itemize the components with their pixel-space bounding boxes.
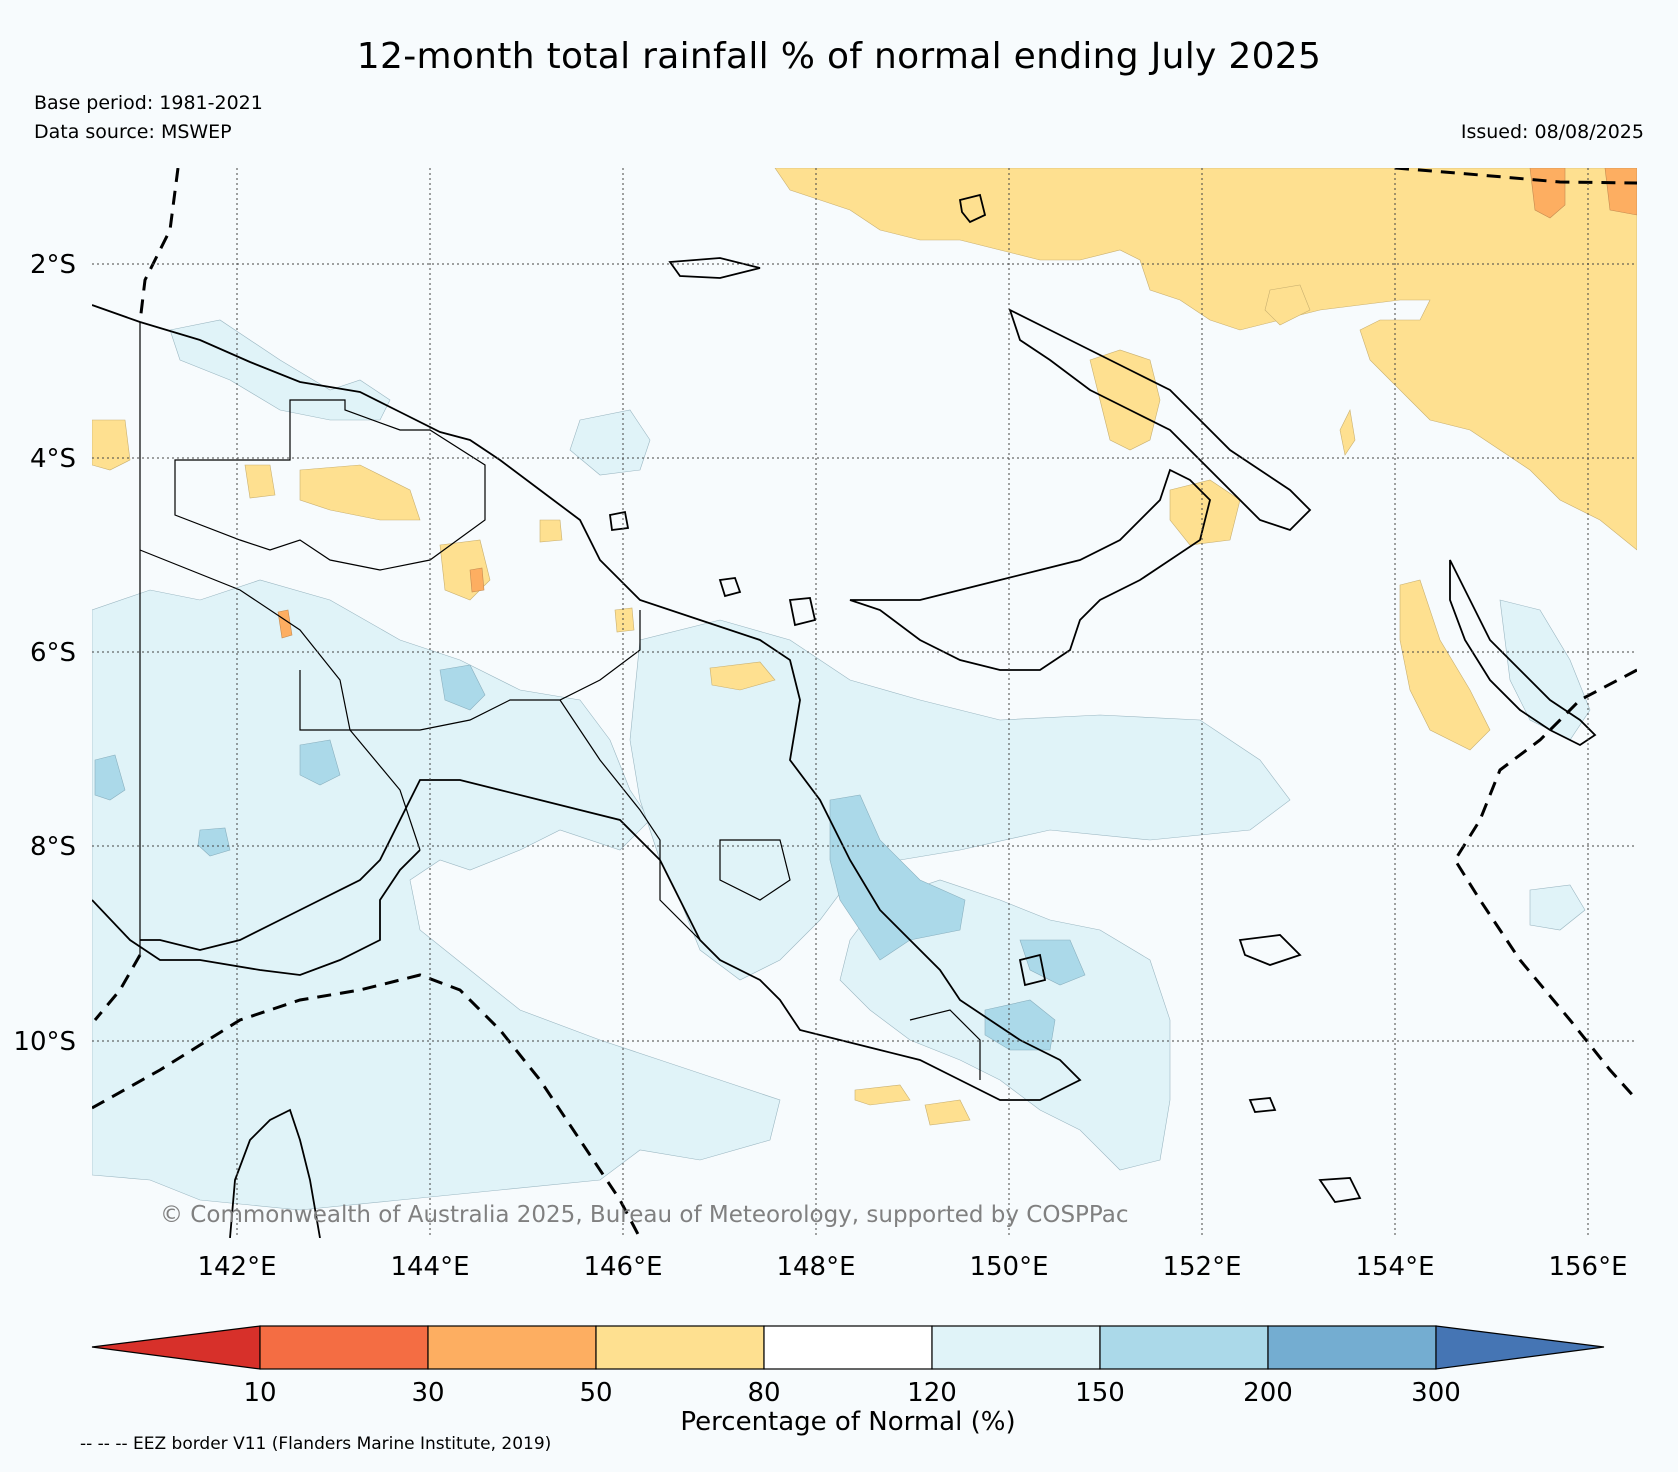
well-above-normal-patch-4 xyxy=(94,754,126,801)
island-5 xyxy=(718,577,742,598)
lat-label: 4°S xyxy=(30,444,76,474)
well-below-normal-spot-4 xyxy=(469,567,485,593)
colorbar-tick: 50 xyxy=(579,1378,612,1408)
eez-northeast xyxy=(1394,168,1637,185)
eez-borders xyxy=(92,168,1637,1238)
new-ireland-coast xyxy=(1008,308,1312,532)
lat-label: 8°S xyxy=(30,832,76,862)
well-above-normal-patch-6 xyxy=(439,664,486,711)
gridlines xyxy=(92,168,1637,1238)
above-normal-region-north xyxy=(169,319,391,421)
colorbar-extend-low xyxy=(91,1325,261,1370)
province-border-3 xyxy=(299,610,641,731)
below-normal-region-northeast xyxy=(774,168,1637,551)
colorbar-tick: 300 xyxy=(1411,1378,1461,1408)
above-normal-region-southwest xyxy=(92,579,781,1211)
data-source-label: Data source: MSWEP xyxy=(34,121,232,143)
map-title: 12-month total rainfall % of normal endi… xyxy=(356,36,1322,77)
eez-west-north xyxy=(138,168,180,323)
below-normal-region-mid-2 xyxy=(1339,409,1356,456)
eez-west-south xyxy=(93,954,142,1021)
colorbar-title: Percentage of Normal (%) xyxy=(680,1407,1015,1437)
island-1 xyxy=(958,193,987,224)
coastlines xyxy=(92,193,1597,1238)
admin-borders xyxy=(139,322,981,1080)
well-above-normal-patch-2 xyxy=(984,999,1056,1051)
island-4 xyxy=(1318,1177,1362,1203)
below-normal-region-mid-4 xyxy=(539,519,563,543)
below-normal-region-mid-5 xyxy=(614,607,635,633)
colorbar-segment xyxy=(427,1325,597,1370)
below-normal-region-south-2 xyxy=(924,1099,971,1126)
new-britain-coast xyxy=(849,468,1211,671)
eez-east xyxy=(1453,668,1637,1102)
island-7 xyxy=(788,597,817,627)
eez-border-note: -- -- -- EEZ border V11 (Flanders Marine… xyxy=(80,1434,552,1454)
lat-label: 10°S xyxy=(13,1027,76,1057)
colorbar-segment xyxy=(763,1325,933,1370)
below-normal-region-mid-3 xyxy=(244,464,276,499)
province-border-1 xyxy=(139,549,421,851)
lon-label: 156°E xyxy=(1548,1252,1627,1282)
lat-label: 2°S xyxy=(30,250,76,280)
colorbar-segment xyxy=(931,1325,1101,1370)
well-above-normal-patch-3 xyxy=(1019,939,1086,986)
colorbar: 10 30 50 80 120 150 200 300 Percentage o… xyxy=(91,1325,1605,1437)
province-border-5 xyxy=(719,839,791,901)
lat-label: 6°S xyxy=(30,638,76,668)
colorbar-extend-high xyxy=(1435,1325,1605,1370)
below-normal-region-mid-1 xyxy=(709,661,776,691)
gulf-coast xyxy=(92,849,421,976)
colorbar-tick: 10 xyxy=(243,1378,276,1408)
above-normal-region-north-center xyxy=(569,409,651,476)
rainfall-fields xyxy=(92,168,1637,1238)
lon-label: 146°E xyxy=(583,1252,662,1282)
above-normal-region-far-east xyxy=(1529,884,1586,931)
island-3 xyxy=(1238,934,1302,966)
well-above-normal-patch-7 xyxy=(197,827,231,857)
island-2 xyxy=(668,257,761,279)
colorbar-segment xyxy=(1099,1325,1269,1370)
colorbar-tick: 80 xyxy=(747,1378,780,1408)
island-9 xyxy=(1248,1097,1277,1113)
colorbar-tick: 120 xyxy=(907,1378,957,1408)
island-8 xyxy=(1018,953,1047,987)
colorbar-tick: 150 xyxy=(1075,1378,1125,1408)
below-normal-region-newbritain xyxy=(1089,349,1161,451)
lon-label: 154°E xyxy=(1355,1252,1434,1282)
below-normal-region-central-patch xyxy=(1169,479,1241,546)
province-border-6 xyxy=(909,1009,981,1080)
province-border-4 xyxy=(559,699,701,941)
colorbar-tick: 200 xyxy=(1243,1378,1293,1408)
lon-label: 150°E xyxy=(969,1252,1048,1282)
colorbar-segment xyxy=(595,1325,765,1370)
province-border-2 xyxy=(174,399,486,571)
lon-label: 144°E xyxy=(390,1252,469,1282)
colorbar-tick: 30 xyxy=(411,1378,444,1408)
well-above-normal-patch-1 xyxy=(829,794,966,961)
eez-south xyxy=(92,973,642,1238)
base-period-label: Base period: 1981-2021 xyxy=(34,92,263,114)
well-below-normal-spot-2 xyxy=(1604,168,1637,216)
colorbar-segment xyxy=(259,1325,429,1370)
above-normal-region-east-islands xyxy=(1499,599,1591,741)
below-normal-region-bougainville xyxy=(1399,579,1491,751)
below-normal-region-west-1 xyxy=(92,419,131,471)
lon-label: 152°E xyxy=(1162,1252,1241,1282)
colorbar-segment xyxy=(1267,1325,1437,1370)
below-normal-region-manus xyxy=(1264,284,1311,326)
well-above-normal-patch-5 xyxy=(299,739,341,786)
new-guinea-north-coast xyxy=(92,304,1082,1101)
lon-label: 148°E xyxy=(776,1252,855,1282)
island-6 xyxy=(608,510,630,532)
below-normal-region-south-1 xyxy=(854,1084,911,1106)
issued-date-label: Issued: 08/08/2025 xyxy=(1460,121,1644,143)
copyright-notice: © Commonwealth of Australia 2025, Bureau… xyxy=(160,1202,1129,1228)
below-normal-region-highlands-1 xyxy=(299,464,421,521)
lon-label: 142°E xyxy=(197,1252,276,1282)
